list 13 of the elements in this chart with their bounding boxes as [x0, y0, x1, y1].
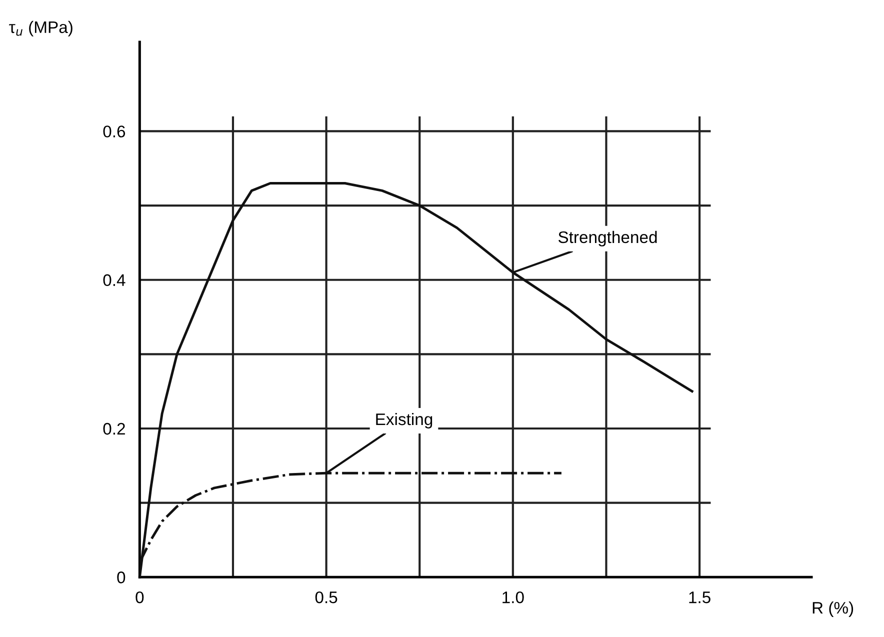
y-axis-title: τ$_{u}$ (MPa) — [9, 20, 72, 36]
text: Strengthened — [558, 230, 657, 246]
x-tick-label: 1.5 — [689, 592, 710, 604]
y-tick-label: 0 — [117, 572, 126, 584]
y-tick-label: 0.4 — [103, 274, 126, 286]
x-tick-label: 0.5 — [315, 591, 338, 604]
y-tick-label: 0.2 — [103, 422, 125, 435]
x-tick-label: 1.0 — [502, 591, 524, 604]
text: Existing — [376, 412, 432, 428]
line-series — [140, 182, 694, 578]
x-axis-title: R (%) — [812, 601, 854, 617]
x-tick-label: 0 — [136, 591, 144, 604]
y-tick-label: 0.6 — [103, 126, 126, 138]
